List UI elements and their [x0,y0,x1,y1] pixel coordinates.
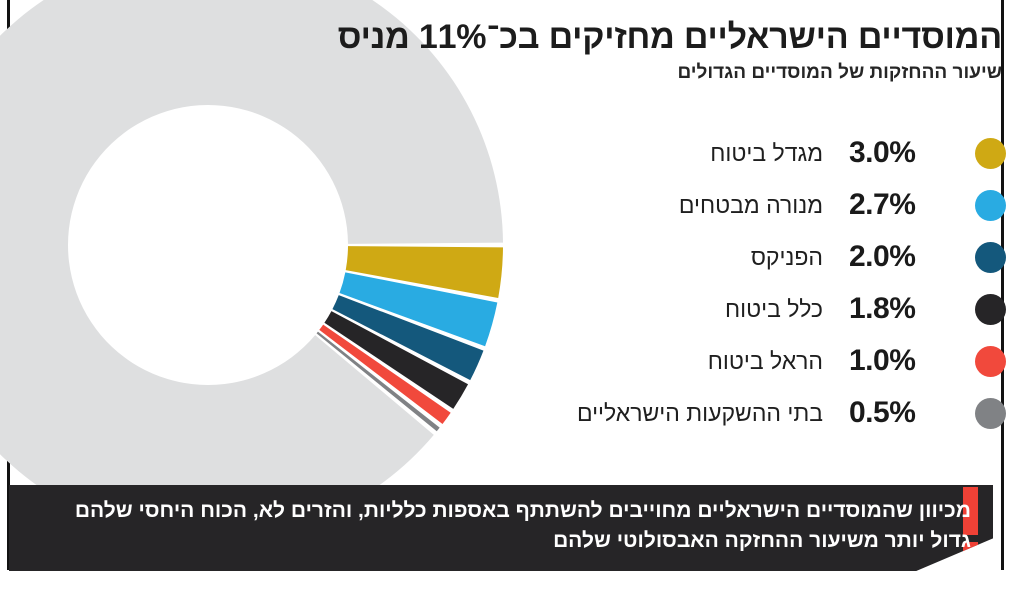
donut-chart-svg [0,0,503,540]
page-title: המוסדיים הישראליים מחזיקים בכ־11% מניס [337,18,1002,56]
footnote-text: מכיוון שהמוסדיים הישראליים מחוייבים להשת… [74,499,971,552]
donut-slice[interactable] [345,246,503,298]
legend-label: הראל ביטוח [707,347,823,374]
legend-dot-clal-icon [975,293,1006,325]
legend-dot-menora-icon [975,189,1006,221]
legend-dot-phoenix-icon [975,241,1006,273]
legend-dot-harel-icon [975,345,1006,377]
page-subtitle: שיעור ההחזקות של המוסדיים הגדולים [677,62,1002,84]
donut-slice[interactable] [339,272,498,347]
legend-row[interactable]: 1.8% כלל ביטוח [446,283,1006,335]
legend-row[interactable]: 0.5% בתי ההשקעות הישראליים [446,387,1006,439]
legend-dot-investment-houses-icon [975,397,1006,429]
legend-value: 1.0% [849,344,916,377]
legend-row[interactable]: 2.7% מנורה מבטחים [446,179,1006,231]
legend-value: 0.5% [849,396,916,429]
right-border-rule [1001,0,1004,570]
chart-legend: 3.0% מגדל ביטוח 2.7% מנורה מבטחים 2.0% הפניקס… [446,127,1006,439]
legend-label: כלל ביטוח [724,295,823,322]
legend-label: הפניקס [750,243,823,270]
donut-chart [0,0,510,548]
legend-row[interactable]: 1.0% הראל ביטוח [446,335,1006,387]
donut-slice[interactable] [0,0,503,540]
legend-value: 2.0% [849,240,916,273]
title-block: המוסדיים הישראליים מחזיקים בכ־11% מניס ש… [122,18,1002,85]
legend-value: 3.0% [849,136,916,169]
legend-value: 2.7% [849,188,916,221]
legend-row[interactable]: 3.0% מגדל ביטוח [446,127,1006,179]
legend-label: מנורה מבטחים [678,191,823,218]
donut-slices [0,0,503,540]
footnote-bar: מכיוון שהמוסדיים הישראליים מחוייבים להשת… [9,485,993,571]
donut-slice[interactable] [324,311,469,409]
legend-label: מגדל ביטוח [710,139,823,166]
legend-value: 1.8% [849,292,916,325]
legend-dot-migdal-icon [975,137,1006,169]
legend-row[interactable]: 2.0% הפניקס [446,231,1006,283]
donut-slice[interactable] [319,324,451,424]
donut-slice[interactable] [332,295,484,381]
donut-slice[interactable] [316,331,440,432]
legend-label: בתי ההשקעות הישראליים [576,399,823,426]
